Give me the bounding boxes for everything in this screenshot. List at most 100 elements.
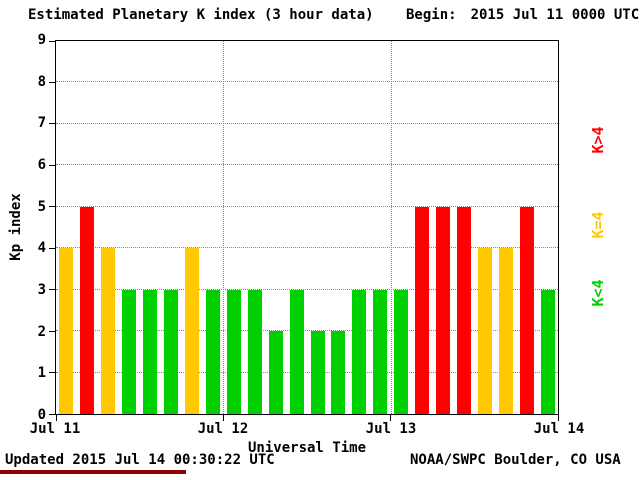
y-tick-label: 2 [37, 323, 46, 340]
kp-bar [59, 248, 74, 414]
kp-bar-slot [391, 41, 412, 414]
y-tick-label: 0 [37, 407, 46, 423]
y-tick-mark [49, 40, 55, 42]
gridline-horizontal [56, 247, 558, 249]
y-tick-label: 9 [37, 32, 46, 48]
y-tick-mark [49, 206, 55, 208]
kp-bar [247, 289, 262, 414]
y-tick-mark [49, 81, 55, 83]
kp-bar-slot [77, 41, 98, 414]
begin-group: Begin: 2015 Jul 11 0000 UTC [406, 7, 639, 23]
kp-bar [519, 206, 534, 414]
kp-bar [164, 289, 179, 414]
kp-bar-slot [56, 41, 77, 414]
y-tick-mark [49, 289, 55, 291]
bars-layer [56, 41, 558, 414]
x-tick-mark [55, 415, 57, 421]
chart-title: Estimated Planetary K index (3 hour data… [28, 7, 374, 23]
y-tick-label: 5 [37, 198, 46, 215]
y-axis-labels: 0 1 2 3 4 5 6 7 8 9 [24, 32, 46, 423]
gridline-horizontal [56, 288, 558, 290]
y-tick-label: 1 [37, 365, 46, 382]
kp-bar [498, 248, 513, 414]
y-tick-mark [49, 413, 55, 415]
tick-layer [49, 40, 559, 421]
credit-text: NOAA/SWPC Boulder, CO USA [410, 452, 621, 468]
gridline-horizontal [56, 205, 558, 207]
kp-bar [122, 289, 137, 414]
gridline-vertical [390, 41, 392, 414]
legend-item: K<4 [589, 279, 607, 307]
y-tick-mark [49, 123, 55, 125]
kp-bar [310, 331, 325, 414]
kp-bar [226, 289, 241, 414]
plot-area [49, 40, 559, 421]
gridline-horizontal [56, 81, 558, 83]
y-tick-label: 3 [37, 282, 46, 299]
grid-layer [56, 41, 558, 414]
kp-bar-slot [370, 41, 391, 414]
y-axis-title: Kp index [8, 193, 24, 261]
gridline-horizontal [56, 122, 558, 124]
kp-bar-slot [307, 41, 328, 414]
kp-bar-slot [495, 41, 516, 414]
kp-bar-slot [286, 41, 307, 414]
gridline-horizontal [56, 371, 558, 373]
kp-bar [436, 206, 451, 414]
x-tick-mark [557, 415, 559, 421]
kp-bar-slot [537, 41, 558, 414]
begin-label: Begin: [406, 7, 457, 23]
y-tick-label: 8 [37, 73, 46, 90]
gridline-vertical [223, 41, 225, 414]
kp-bar-slot [119, 41, 140, 414]
y-tick-mark [49, 247, 55, 249]
kp-bar-slot [182, 41, 203, 414]
x-axis-labels: Jul 11 Jul 12 Jul 13 Jul 14 [30, 421, 585, 437]
kp-bar [331, 331, 346, 414]
kp-bar-slot [328, 41, 349, 414]
legend-item: K=4 [589, 211, 607, 239]
kp-bar [205, 289, 220, 414]
kp-bar-slot [140, 41, 161, 414]
y-tick-mark [49, 372, 55, 374]
x-tick-mark [222, 415, 224, 421]
kp-bar [143, 289, 158, 414]
kp-bar [415, 206, 430, 414]
x-tick-label: Jul 11 [29, 421, 81, 437]
legend-item: K>4 [589, 126, 607, 154]
kp-bar [268, 331, 283, 414]
red-underline [0, 470, 186, 474]
kp-bar [101, 248, 116, 414]
y-tick-mark [49, 164, 55, 166]
kp-bar-slot [244, 41, 265, 414]
x-tick-label: Jul 12 [197, 421, 249, 437]
kp-bar [394, 289, 409, 414]
kp-bar [456, 206, 471, 414]
y-tick-mark [49, 330, 55, 332]
x-tick-mark [390, 415, 392, 421]
gridline-horizontal [56, 164, 558, 166]
y-tick-label: 6 [37, 157, 46, 174]
updated-text: Updated 2015 Jul 14 00:30:22 UTC [5, 452, 275, 468]
kp-bar-slot [433, 41, 454, 414]
kp-bar-slot [98, 41, 119, 414]
kp-bar [289, 289, 304, 414]
gridline-horizontal [56, 330, 558, 332]
kp-bar [184, 248, 199, 414]
kp-bar-slot [412, 41, 433, 414]
kp-bar-slot [516, 41, 537, 414]
kp-bar-slot [161, 41, 182, 414]
kp-bar [80, 206, 95, 414]
y-tick-label: 7 [37, 115, 46, 132]
kp-bar-slot [349, 41, 370, 414]
kp-bar-slot [474, 41, 495, 414]
kp-bar-slot [265, 41, 286, 414]
kp-bar [540, 289, 555, 414]
y-tick-label: 4 [37, 240, 46, 257]
kp-bar-slot [454, 41, 475, 414]
begin-value: 2015 Jul 11 0000 UTC [470, 7, 640, 23]
x-axis-title: Universal Time [247, 440, 367, 456]
x-tick-label: Jul 14 [533, 421, 585, 437]
kp-bar [373, 289, 388, 414]
